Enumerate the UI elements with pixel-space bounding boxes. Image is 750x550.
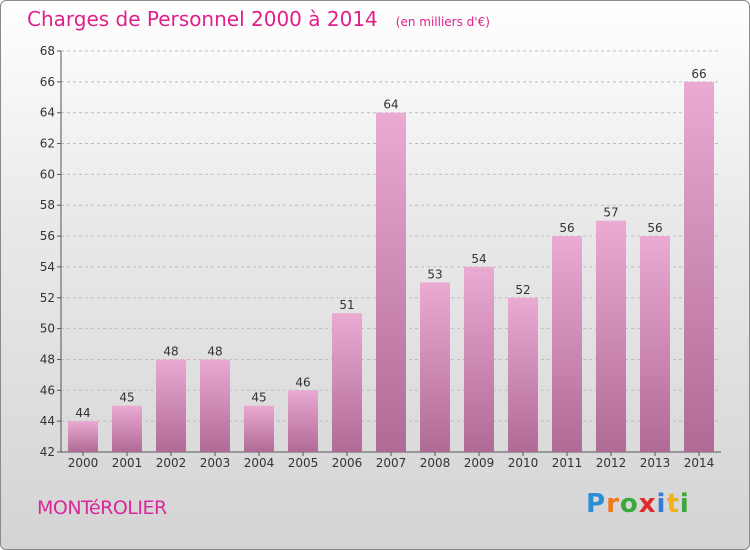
x-tick-label: 2009	[464, 456, 495, 470]
chart-subtitle: (en milliers d'€)	[395, 15, 490, 29]
y-tick-label: 62	[40, 137, 55, 151]
bar-value-label: 53	[427, 267, 442, 281]
x-tick-label: 2013	[640, 456, 671, 470]
bar-value-label: 56	[647, 221, 662, 235]
x-tick-label: 2014	[684, 456, 715, 470]
bar	[464, 266, 494, 452]
bar	[244, 405, 274, 452]
bar	[156, 359, 186, 452]
logo-letter: i	[656, 489, 667, 519]
logo-letter: r	[606, 489, 620, 519]
x-tick-label: 2003	[200, 456, 231, 470]
bar	[640, 236, 670, 452]
bar-value-label: 51	[339, 298, 354, 312]
y-tick-label: 46	[40, 383, 55, 397]
x-tick-label: 2007	[376, 456, 407, 470]
logo-letter: P	[586, 489, 607, 519]
y-tick-label: 68	[40, 44, 55, 58]
y-tick-label: 42	[40, 445, 55, 459]
bar	[684, 81, 714, 452]
bar-value-label: 52	[515, 283, 530, 297]
x-tick-label: 2012	[596, 456, 627, 470]
bar	[288, 390, 318, 452]
bar-value-label: 44	[75, 406, 90, 420]
x-tick-label: 2001	[112, 456, 143, 470]
proxiti-logo: Proxiti	[586, 489, 690, 519]
bar-value-label: 45	[119, 391, 134, 405]
bar	[508, 297, 538, 452]
y-tick-label: 50	[40, 322, 55, 336]
bars	[68, 81, 714, 452]
y-tick-label: 48	[40, 352, 55, 366]
bar-value-label: 48	[207, 344, 222, 358]
chart-title-text: Charges de Personnel 2000 à 2014	[27, 7, 378, 31]
x-tick-label: 2006	[332, 456, 363, 470]
bar-value-label: 54	[471, 252, 486, 266]
logo-letter: o	[619, 489, 639, 519]
bar	[420, 282, 450, 452]
bar-value-label: 48	[163, 344, 178, 358]
bar-value-label: 64	[383, 98, 398, 112]
y-tick-label: 52	[40, 291, 55, 305]
commune-name: MONTéROLIER	[37, 497, 167, 519]
bar-value-label: 46	[295, 375, 310, 389]
y-tick-label: 66	[40, 75, 55, 89]
labels: 42 44 46 48 50 52 54 56 58 60 62 64 66 68 44 2000 45 2001…	[40, 44, 715, 470]
bar	[112, 405, 142, 452]
bar	[552, 236, 582, 452]
x-tick-label: 2002	[156, 456, 187, 470]
y-tick-label: 60	[40, 167, 55, 181]
chart-title: Charges de Personnel 2000 à 2014 (en mill…	[27, 7, 490, 31]
bar	[332, 313, 362, 452]
bar-value-label: 56	[559, 221, 574, 235]
bar-value-label: 45	[251, 391, 266, 405]
logo-letter: x	[638, 489, 657, 519]
bar	[68, 421, 98, 452]
logo-letter: i	[679, 489, 690, 519]
y-tick-label: 44	[40, 414, 55, 428]
x-tick-label: 2010	[508, 456, 539, 470]
bar-value-label: 66	[691, 67, 706, 81]
x-tick-label: 2008	[420, 456, 451, 470]
bar	[596, 220, 626, 452]
x-tick-label: 2005	[288, 456, 319, 470]
bar	[200, 359, 230, 452]
y-tick-label: 64	[40, 106, 55, 120]
x-tick-label: 2011	[552, 456, 583, 470]
x-tick-label: 2000	[68, 456, 99, 470]
y-tick-label: 54	[40, 260, 55, 274]
y-tick-label: 56	[40, 229, 55, 243]
bar-value-label: 57	[603, 206, 618, 220]
bar	[376, 112, 406, 452]
x-tick-label: 2004	[244, 456, 275, 470]
logo-letter: t	[666, 489, 680, 519]
y-tick-label: 58	[40, 198, 55, 212]
